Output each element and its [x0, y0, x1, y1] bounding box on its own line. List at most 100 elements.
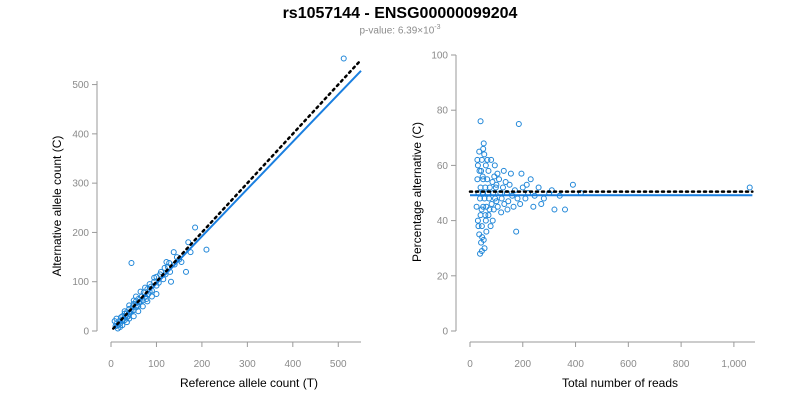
p-value-subtitle: p-value: 6.39×10-3 — [0, 24, 800, 36]
data-point — [183, 268, 189, 275]
data-point — [126, 302, 133, 309]
data-point — [146, 281, 153, 288]
data-point — [483, 228, 490, 235]
data-point — [482, 212, 489, 219]
data-point — [479, 173, 486, 180]
data-point — [484, 176, 491, 183]
data-point — [494, 203, 501, 210]
data-point — [135, 308, 142, 315]
x-tick-label: 400 — [567, 359, 584, 370]
x-tick-label: 1,000 — [721, 359, 746, 370]
p1-y-ticks: 0 100 200 300 400 500 — [72, 80, 97, 338]
y-tick-label: 40 — [437, 216, 449, 227]
data-point — [486, 206, 493, 213]
data-point — [128, 259, 135, 266]
data-point — [478, 156, 485, 163]
data-point — [151, 274, 158, 281]
data-point — [518, 170, 525, 177]
data-point — [491, 173, 498, 180]
data-point — [517, 201, 524, 208]
data-point — [502, 178, 509, 185]
data-point — [476, 148, 483, 155]
x-tick-label: 500 — [330, 359, 347, 370]
data-point — [161, 264, 168, 271]
p1-y-label: Alternative allele count (C) — [50, 136, 64, 277]
y-tick-label: 400 — [72, 129, 89, 140]
p2-points — [473, 118, 753, 257]
data-point — [476, 167, 483, 174]
data-point — [126, 315, 133, 322]
data-point — [530, 203, 537, 210]
data-point — [535, 184, 542, 191]
data-point — [496, 176, 503, 183]
data-point — [540, 195, 547, 202]
data-point — [506, 181, 513, 188]
data-point — [507, 170, 514, 177]
chart-title: rs1057144 - ENSG00000099204 — [282, 5, 518, 22]
data-point — [119, 322, 126, 329]
data-point — [474, 162, 481, 169]
x-tick-label: 800 — [673, 359, 690, 370]
data-point — [480, 140, 487, 147]
data-point — [513, 228, 520, 235]
data-point — [569, 181, 576, 188]
data-point — [121, 308, 128, 315]
y-tick-label: 20 — [437, 271, 449, 282]
data-point — [113, 315, 120, 322]
p1-points — [111, 55, 347, 332]
data-point — [488, 156, 495, 163]
data-point — [515, 121, 522, 127]
data-point — [485, 167, 492, 174]
data-point — [480, 145, 487, 152]
y-tick-label: 300 — [72, 179, 89, 190]
data-point — [501, 201, 508, 208]
data-point — [504, 206, 511, 213]
y-tick-label: 200 — [72, 228, 89, 239]
data-point — [203, 246, 210, 253]
data-point — [153, 291, 160, 298]
data-point — [492, 184, 499, 191]
data-point — [746, 184, 753, 191]
p-value-text: p-value: 6.39×10 — [359, 25, 435, 37]
p1-fit-line — [112, 70, 362, 330]
data-point — [493, 181, 500, 188]
data-point — [478, 247, 485, 254]
data-point — [485, 212, 492, 219]
y-tick-label: 0 — [83, 327, 89, 338]
data-point — [170, 249, 177, 256]
data-point — [144, 298, 151, 305]
data-point — [522, 195, 529, 202]
x-tick-label: 600 — [620, 359, 637, 370]
data-point — [519, 184, 526, 191]
p2-y-label: Percentage alternative (C) — [410, 122, 424, 262]
data-point — [482, 217, 489, 224]
data-point — [481, 151, 488, 158]
data-point — [489, 178, 496, 185]
x-tick-label: 200 — [514, 359, 531, 370]
data-point — [478, 206, 485, 213]
p2-x-ticks: 0 200 400 600 800 1,000 — [467, 342, 747, 370]
data-point — [491, 162, 498, 169]
data-point — [498, 195, 505, 202]
p2-y-ticks: 0 20 40 60 80 100 — [431, 51, 456, 338]
p1-x-ticks: 0 100 200 300 400 500 — [108, 342, 347, 370]
percentage-scatter: 0 20 40 60 80 100 0 200 400 600 800 1,000 Total nu… — [410, 51, 755, 390]
x-tick-label: 200 — [194, 359, 211, 370]
data-point — [142, 284, 149, 291]
y-tick-label: 0 — [442, 327, 448, 338]
data-point — [168, 278, 174, 285]
data-point — [562, 206, 568, 213]
data-point — [505, 198, 512, 205]
p1-reference-line — [112, 58, 363, 330]
p-value-exponent: -3 — [434, 24, 441, 31]
y-tick-label: 100 — [72, 277, 89, 288]
data-point — [538, 201, 545, 208]
data-point — [473, 203, 480, 210]
data-point — [475, 223, 482, 230]
data-point — [480, 236, 487, 243]
data-point — [511, 187, 518, 194]
y-tick-label: 80 — [437, 106, 449, 117]
data-point — [523, 181, 530, 188]
x-tick-label: 100 — [148, 359, 165, 370]
